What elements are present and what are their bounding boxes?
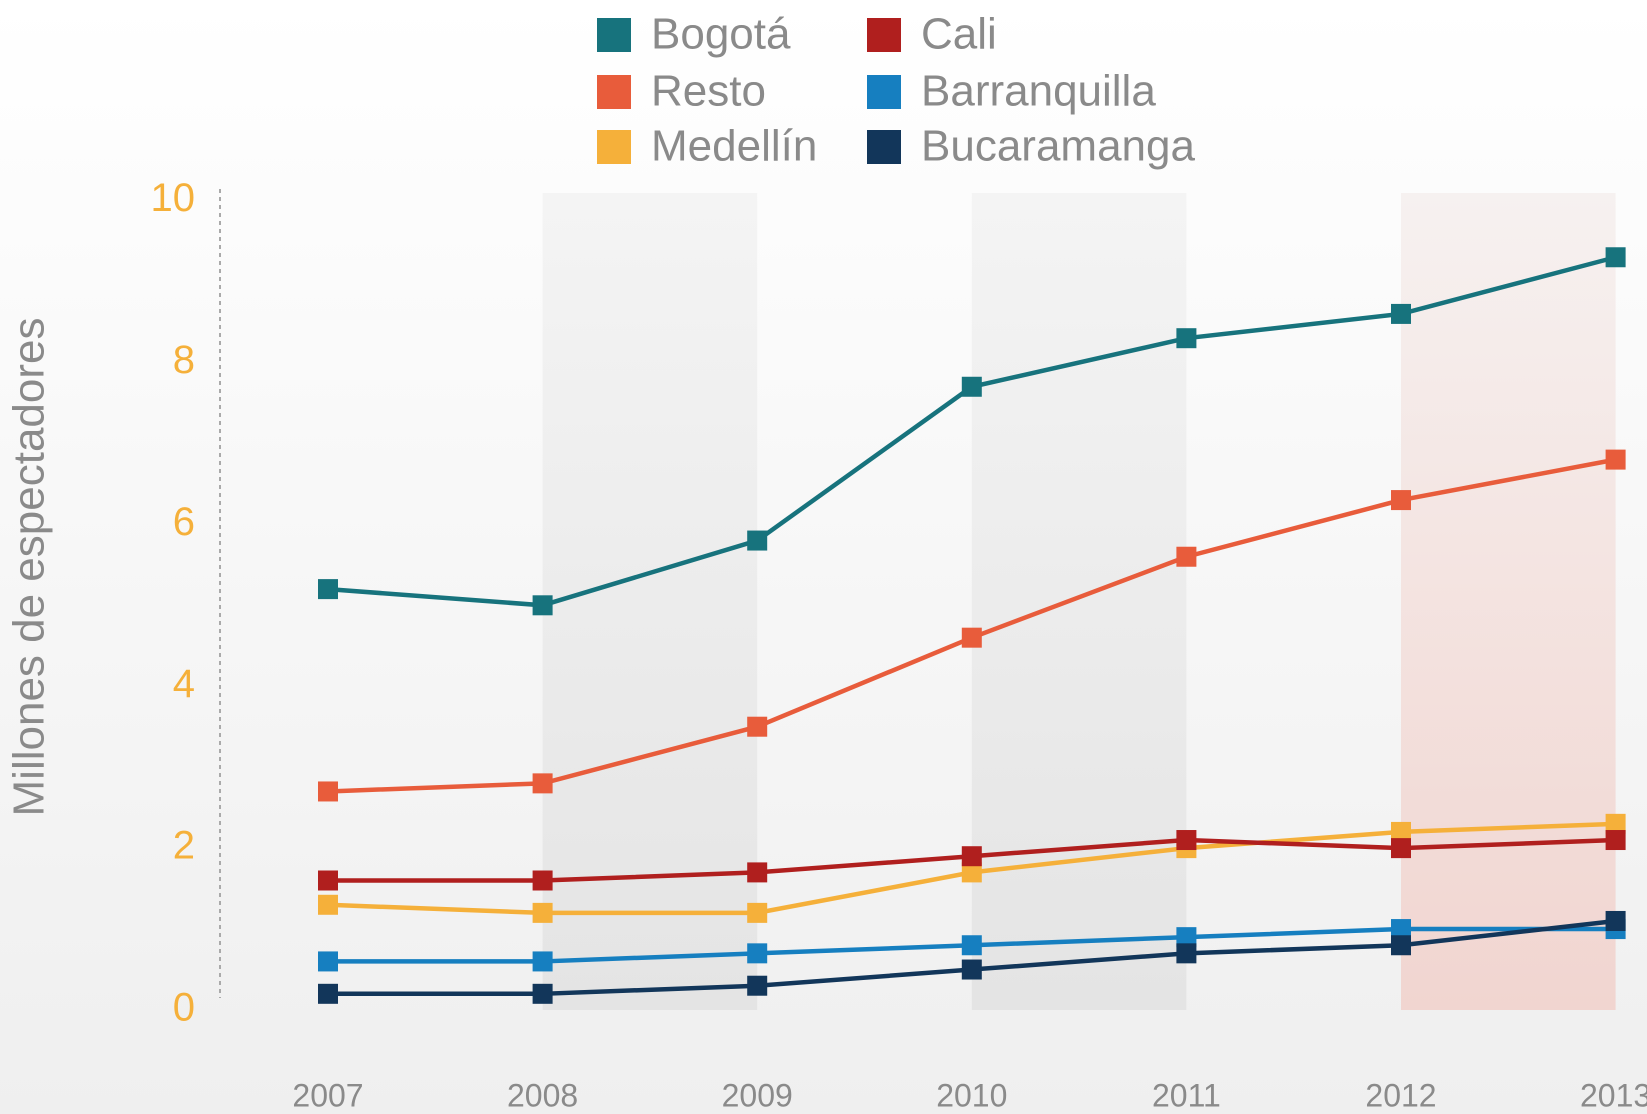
legend-label: Bogotá bbox=[651, 10, 791, 59]
point bbox=[1391, 821, 1411, 842]
point bbox=[747, 862, 768, 883]
x-tick-label: 2008 bbox=[507, 1077, 578, 1113]
point bbox=[1391, 303, 1411, 324]
point bbox=[1605, 247, 1626, 268]
point bbox=[1605, 910, 1626, 931]
point bbox=[1391, 838, 1411, 859]
point bbox=[1605, 449, 1626, 470]
legend-label: Barranquilla bbox=[921, 67, 1156, 116]
point bbox=[1176, 328, 1197, 349]
legend-swatch bbox=[867, 18, 901, 52]
point bbox=[747, 902, 768, 923]
y-tick-label: 6 bbox=[173, 500, 195, 544]
point bbox=[532, 951, 553, 972]
legend-label: Cali bbox=[921, 10, 997, 59]
point bbox=[532, 870, 553, 891]
point bbox=[961, 846, 982, 867]
point bbox=[532, 983, 553, 1004]
point bbox=[1176, 927, 1197, 948]
point bbox=[1391, 919, 1411, 940]
y-tick-label: 8 bbox=[173, 338, 195, 382]
point bbox=[532, 773, 553, 794]
x-tick-label: 2013 bbox=[1580, 1077, 1647, 1113]
legend-label: Resto bbox=[651, 67, 766, 116]
point bbox=[747, 975, 768, 996]
point bbox=[1605, 830, 1626, 851]
point bbox=[961, 959, 982, 980]
point bbox=[747, 530, 768, 551]
point bbox=[1176, 546, 1197, 567]
point bbox=[532, 902, 553, 923]
point bbox=[1605, 813, 1626, 834]
column-band bbox=[1401, 193, 1616, 1010]
legend-label: Medellín bbox=[651, 122, 817, 171]
x-tick-label: 2010 bbox=[936, 1077, 1007, 1113]
legend-swatch bbox=[867, 75, 901, 109]
point bbox=[318, 781, 338, 802]
legend-swatch bbox=[597, 130, 631, 164]
point bbox=[961, 935, 982, 956]
point bbox=[961, 862, 982, 883]
point bbox=[961, 376, 982, 397]
point bbox=[747, 943, 768, 964]
point bbox=[1176, 830, 1197, 851]
point bbox=[1391, 935, 1411, 956]
point bbox=[532, 595, 553, 616]
x-tick-label: 2011 bbox=[1152, 1077, 1221, 1113]
column-band bbox=[542, 193, 758, 1010]
point bbox=[1391, 490, 1411, 511]
y-tick-label: 10 bbox=[151, 176, 196, 220]
legend-swatch bbox=[597, 75, 631, 109]
y-tick-label: 4 bbox=[173, 662, 195, 706]
x-tick-label: 2009 bbox=[722, 1077, 793, 1113]
y-axis-label: Millones de espectadores bbox=[5, 318, 54, 817]
x-tick-label: 2007 bbox=[292, 1077, 363, 1113]
point bbox=[747, 716, 768, 737]
point bbox=[318, 951, 338, 972]
point bbox=[318, 579, 338, 600]
legend-swatch bbox=[597, 18, 631, 52]
legend-label: Bucaramanga bbox=[921, 122, 1195, 171]
point bbox=[1176, 943, 1197, 964]
point bbox=[318, 983, 338, 1004]
y-tick-label: 0 bbox=[173, 986, 195, 1030]
y-tick-label: 2 bbox=[173, 824, 195, 868]
legend-swatch bbox=[867, 130, 901, 164]
x-tick-label: 2012 bbox=[1365, 1077, 1436, 1113]
point bbox=[318, 870, 338, 891]
point bbox=[318, 894, 338, 915]
point bbox=[961, 627, 982, 648]
column-band bbox=[971, 193, 1187, 1010]
